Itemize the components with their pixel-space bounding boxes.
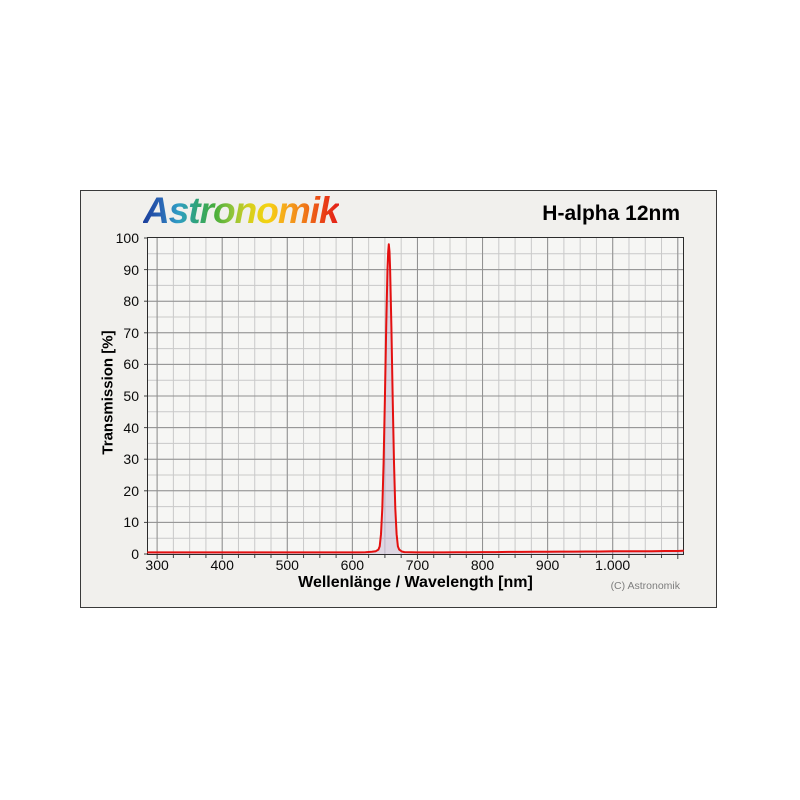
y-tick-label: 10 [123,514,139,531]
x-axis-label: Wellenlänge / Wavelength [nm] [298,574,533,591]
page-title: H-alpha 12nm [542,202,680,225]
x-tick-label: 700 [405,557,430,573]
transmission-curve-svg [144,237,684,559]
y-tick-label: 20 [123,482,139,499]
transmission-curve [147,243,684,554]
x-tick-label: 300 [145,557,169,573]
y-tick-label: 100 [115,230,139,246]
copyright-label: (C) Astronomik [610,580,680,592]
y-tick-label: 50 [123,388,139,404]
y-tick-label: 80 [123,293,139,310]
x-tick-label: 400 [210,557,234,573]
astronomik-logo: Astronomik [143,190,340,231]
y-tick-label: 0 [131,546,139,562]
chart-plot-area [144,237,684,559]
y-tick-label: 90 [123,261,139,278]
y-tick-label: 30 [123,451,139,468]
y-tick-label: 70 [123,324,139,341]
y-tick-label: 60 [123,356,139,373]
x-tick-label: 500 [275,557,299,573]
x-tick-label: 1.000 [595,557,631,573]
y-tick-label: 40 [123,419,139,436]
x-tick-label: 900 [535,557,560,573]
x-tick-label: 600 [340,557,365,573]
filter-chart-panel: Astronomik H-alpha 12nm Transmission [%]… [80,190,717,608]
x-tick-label: 800 [470,557,495,573]
